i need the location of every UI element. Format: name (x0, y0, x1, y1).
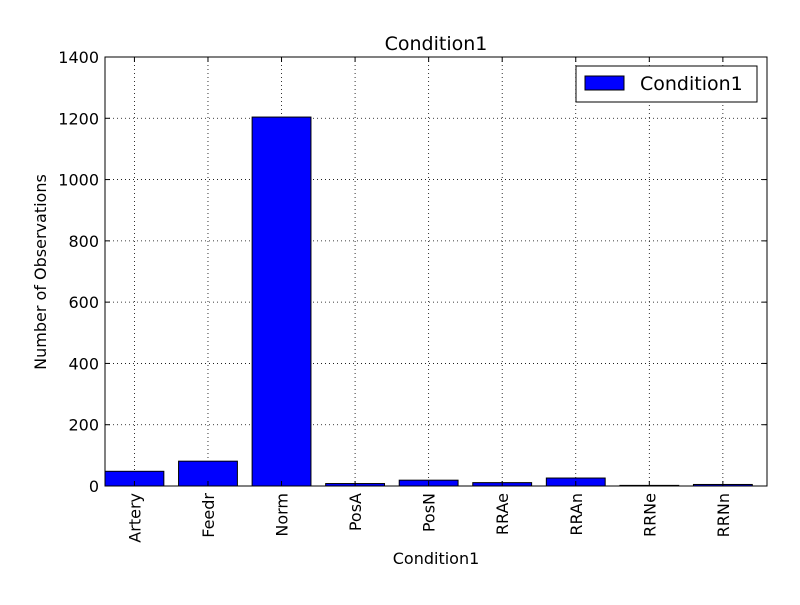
x-tick-label: Feedr (199, 493, 218, 538)
y-tick-label: 200 (68, 416, 99, 435)
ticks: 0 200 400 600 800 1000 1200 1400 Artery Feedr Norm… (58, 48, 767, 543)
x-axis-title: Condition1 (393, 549, 480, 568)
plot-area-frame (104, 56, 768, 487)
y-tick-label: 800 (68, 232, 99, 251)
y-axis-title: Number of Observations (31, 174, 50, 370)
legend: Condition1 (575, 65, 758, 103)
x-tick-label: PosA (346, 493, 365, 531)
x-tick-label: RRAe (493, 493, 512, 535)
x-tick-label: Norm (273, 493, 292, 537)
y-tick-label: 1400 (58, 48, 99, 67)
x-tick-label: RRAn (567, 493, 586, 536)
legend-swatch (584, 75, 625, 91)
y-tick-label: 400 (68, 354, 99, 373)
legend-label: Condition1 (640, 73, 743, 95)
x-tick-label: RRNn (714, 493, 733, 537)
x-tick-label: Artery (125, 493, 144, 543)
chart-title: Condition1 (385, 33, 488, 55)
x-tick-label: PosN (420, 493, 439, 532)
y-tick-label: 1000 (58, 171, 99, 190)
bar-norm (251, 116, 312, 487)
y-tick-label: 600 (68, 293, 99, 312)
gridlines (105, 57, 767, 486)
x-tick-label: RRNe (640, 493, 659, 537)
y-tick-label: 1200 (58, 109, 99, 128)
y-tick-label: 0 (89, 477, 99, 496)
